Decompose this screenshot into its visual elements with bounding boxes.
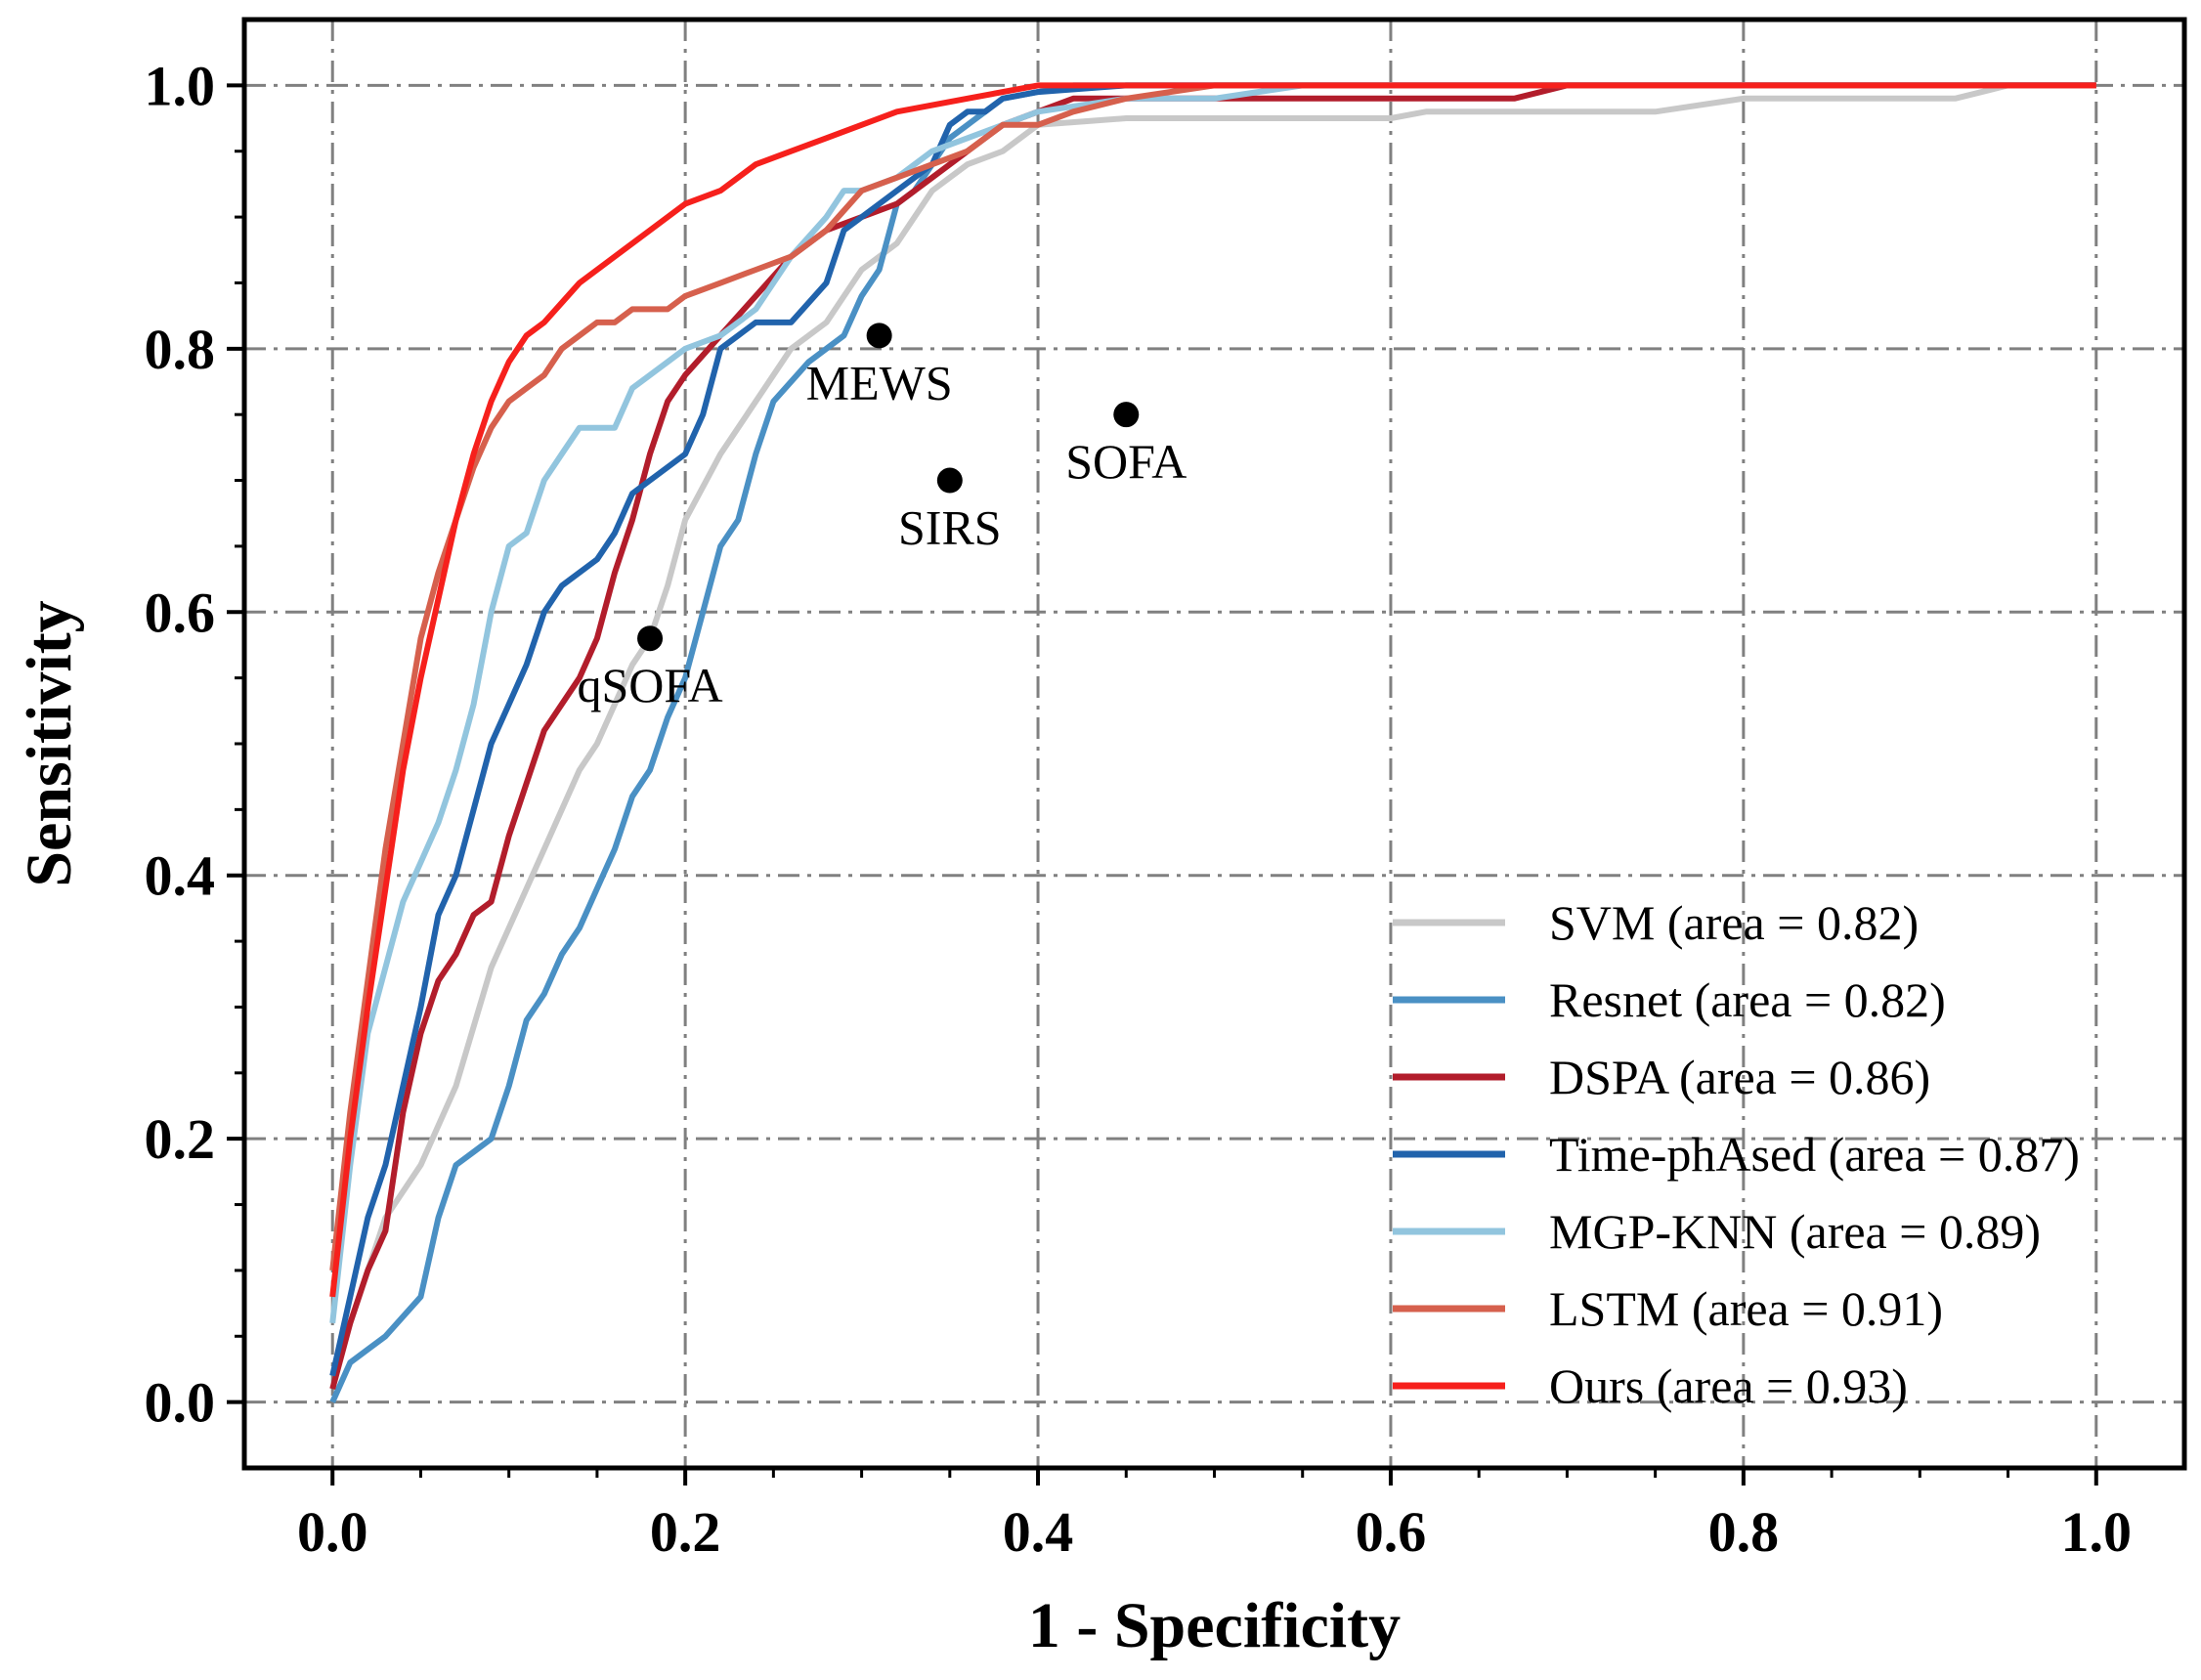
series-line-3	[329, 82, 2096, 1377]
legend-label: SVM (area = 0.82)	[1549, 895, 1919, 950]
x-tick-label: 0.0	[297, 1500, 368, 1564]
series-line-6	[329, 82, 2096, 1298]
y-tick-label: 0.4	[145, 844, 216, 908]
legend-label: Time-phAsed (area = 0.87)	[1549, 1127, 2080, 1182]
point-label: MEWS	[806, 355, 953, 409]
series-line-0	[329, 82, 2096, 1377]
roc-curves	[329, 82, 2096, 1403]
x-tick-label: 0.4	[1003, 1500, 1074, 1564]
y-tick-label: 0.6	[145, 581, 216, 644]
y-axis-title: Sensitivity	[14, 600, 85, 886]
x-tick-label: 1.0	[2061, 1500, 2133, 1564]
legend-label: LSTM (area = 0.91)	[1549, 1281, 1943, 1336]
series-line-4	[329, 82, 2096, 1324]
x-tick-label: 0.8	[1708, 1500, 1780, 1564]
ticks: 0.0 0.2 0.4 0.6 0.8 1.0 0.0 0.2 0.4 0.6 0.8 1.0	[145, 54, 2133, 1564]
y-tick-label: 0.8	[145, 318, 216, 381]
point-qsofa	[637, 625, 664, 652]
x-tick-label: 0.2	[650, 1500, 721, 1564]
y-tick-label: 0.2	[145, 1107, 216, 1171]
legend: SVM (area = 0.82) Resnet (area = 0.82) DSP…	[1393, 895, 2080, 1413]
y-tick-label: 0.0	[145, 1371, 216, 1435]
point-label: SOFA	[1065, 434, 1187, 489]
y-tick-label: 1.0	[145, 54, 216, 117]
legend-label: Resnet (area = 0.82)	[1549, 972, 1946, 1027]
point-sofa	[1113, 402, 1140, 428]
legend-label: DSPA (area = 0.86)	[1549, 1050, 1930, 1104]
series-line-1	[329, 82, 2096, 1403]
x-tick-label: 0.6	[1356, 1500, 1427, 1564]
point-mews	[866, 323, 892, 349]
x-axis-title: 1 - Specificity	[1028, 1590, 1401, 1661]
point-label: qSOFA	[577, 658, 722, 712]
point-label: SIRS	[898, 500, 1002, 555]
reference-points: MEWS SOFA SIRS qSOFA	[577, 323, 1187, 712]
point-sirs	[936, 467, 963, 494]
series-line-5	[329, 82, 2096, 1271]
legend-label: MGP-KNN (area = 0.89)	[1549, 1204, 2041, 1259]
legend-label: Ours (area = 0.93)	[1549, 1358, 1908, 1413]
